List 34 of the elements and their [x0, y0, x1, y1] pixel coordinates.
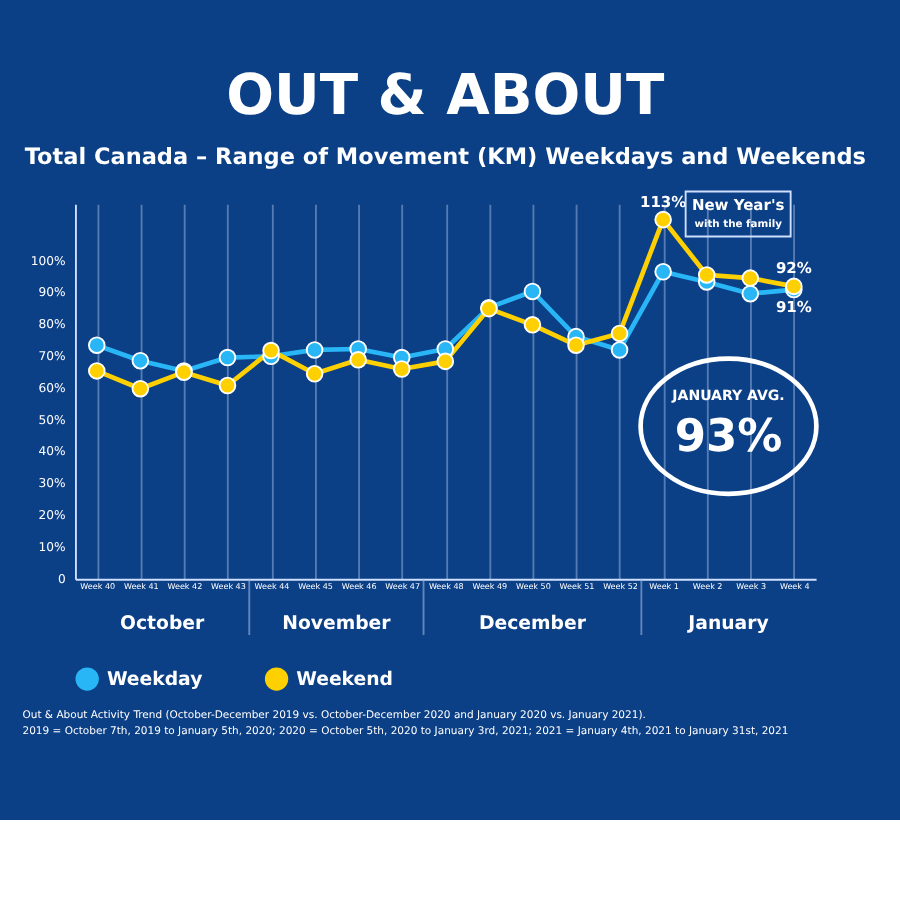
data-label: 92% — [775, 259, 813, 278]
point — [218, 376, 237, 395]
chart-subtitle: Total Canada – Range of Movement (KM) Weekdays and Weekends — [24, 144, 867, 171]
annotation: 93% — [674, 410, 783, 463]
point — [305, 365, 324, 383]
point — [262, 341, 280, 360]
point — [131, 379, 150, 398]
data-label: 91% — [775, 298, 813, 317]
legend-label: Weekday — [106, 668, 203, 691]
point — [88, 362, 106, 380]
legend-label: Weekend — [296, 668, 393, 691]
point — [697, 266, 716, 284]
text: October — [120, 613, 205, 636]
point — [610, 341, 629, 359]
text: January — [686, 613, 769, 636]
point — [218, 348, 237, 367]
point — [131, 351, 150, 370]
point — [654, 210, 672, 229]
point — [88, 336, 106, 354]
point — [654, 262, 672, 281]
data-label: 113% — [639, 192, 688, 211]
chart-title: OUT & ABOUT — [226, 61, 667, 128]
point — [523, 316, 542, 334]
point — [392, 360, 411, 378]
point — [567, 336, 585, 354]
point — [436, 352, 455, 371]
point — [741, 269, 760, 287]
text: December — [479, 613, 587, 636]
point — [305, 341, 324, 359]
point — [523, 282, 542, 301]
point — [741, 284, 760, 303]
point — [349, 351, 367, 369]
text: November — [282, 613, 392, 636]
point — [610, 324, 629, 343]
